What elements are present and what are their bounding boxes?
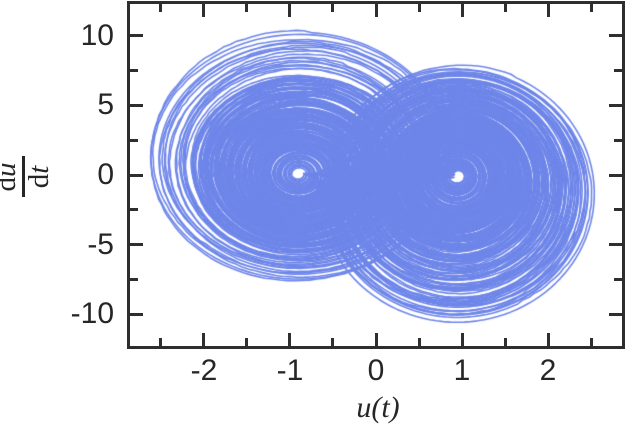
y-tick-label: 0 [97, 158, 114, 191]
y-major-tick [609, 34, 622, 38]
x-major-tick [202, 333, 206, 346]
y-major-tick [609, 103, 622, 107]
y-minor-tick [130, 69, 138, 73]
x-minor-tick [245, 338, 249, 346]
x-major-tick [202, 4, 206, 17]
y-major-tick [130, 312, 143, 316]
x-major-tick [460, 333, 464, 346]
y-minor-tick [614, 138, 622, 142]
x-major-tick [546, 333, 550, 346]
y-major-tick [609, 243, 622, 246]
x-minor-tick [159, 338, 163, 346]
y-tick-label: 10 [80, 18, 114, 52]
x-minor-tick [589, 338, 593, 346]
x-major-tick [374, 4, 378, 17]
attractor-curve [130, 4, 622, 346]
x-major-tick [546, 4, 550, 17]
plot-area [127, 1, 625, 349]
x-minor-tick [245, 4, 249, 12]
x-major-tick [374, 333, 378, 346]
x-minor-tick [417, 4, 421, 12]
y-tick-label: 5 [97, 88, 114, 122]
x-minor-tick [417, 338, 421, 346]
x-tick-label: -1 [276, 354, 304, 387]
y-tick-label: -5 [87, 227, 114, 261]
y-major-tick [609, 173, 622, 177]
x-tick-label: 0 [367, 354, 385, 387]
y-axis-label-numerator: du [0, 156, 25, 198]
y-major-tick [130, 243, 143, 246]
x-minor-tick [331, 4, 335, 12]
x-minor-tick [331, 338, 335, 346]
x-major-tick [288, 4, 292, 17]
y-minor-tick [614, 277, 622, 281]
y-tick-label: -10 [70, 297, 114, 331]
y-major-tick [130, 173, 143, 177]
y-major-tick [130, 103, 143, 107]
x-tick-label: 1 [453, 354, 471, 387]
x-tick-label: -2 [190, 354, 218, 387]
x-minor-tick [159, 4, 163, 12]
x-minor-tick [503, 338, 507, 346]
x-minor-tick [589, 4, 593, 12]
y-minor-tick [130, 277, 138, 281]
y-major-tick [609, 312, 622, 316]
y-minor-tick [130, 208, 138, 212]
x-minor-tick [503, 4, 507, 12]
y-minor-tick [614, 208, 622, 212]
x-tick-label: 2 [539, 354, 557, 387]
y-minor-tick [130, 138, 138, 142]
x-major-tick [288, 333, 292, 346]
y-minor-tick [614, 69, 622, 73]
y-major-tick [130, 34, 143, 38]
x-axis-label: u(t) [356, 391, 400, 424]
x-major-tick [460, 4, 464, 17]
